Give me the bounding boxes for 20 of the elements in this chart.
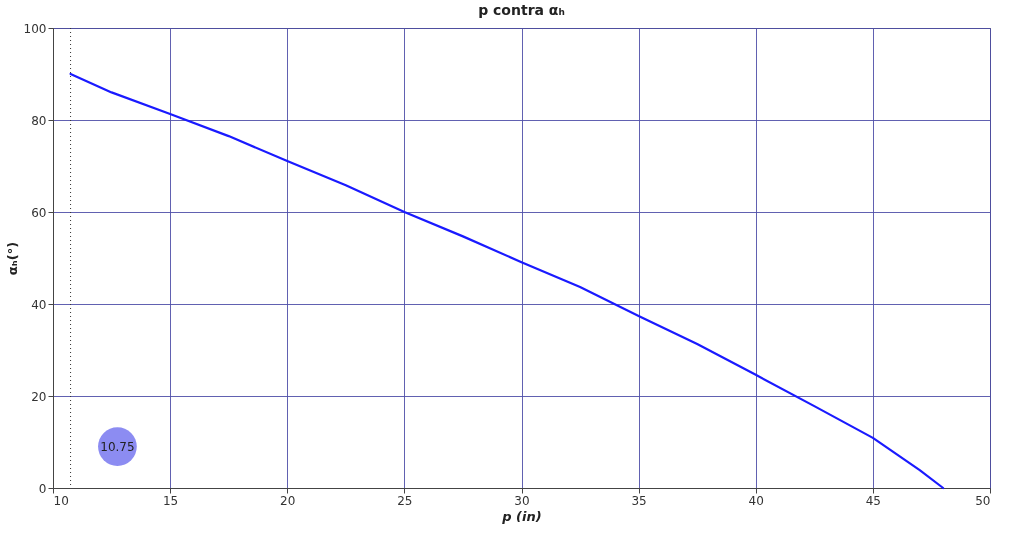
y-tick-label: 0 [38,481,47,496]
x-tick-label: 30 [514,493,530,508]
chart-title: p contra αₕ [478,2,565,18]
y-tick-label: 60 [31,205,47,220]
x-tick-label: 35 [631,493,647,508]
x-tick-label: 10 [53,493,69,508]
y-tick-label: 40 [31,297,47,312]
y-tick-label: 20 [31,389,47,404]
x-axis-title: p (in) [501,508,542,524]
x-tick-label: 50 [975,493,991,508]
line-series [69,72,945,490]
x-tick-label: 25 [397,493,413,508]
y-axis-title: αₕ(°) [4,241,20,276]
x-tick-label: 40 [748,493,764,508]
x-tick-label: 45 [865,493,882,508]
x-tick-label: 15 [162,493,179,508]
x-tick-label: 20 [280,493,296,508]
ref-line-label: 10.75 [100,439,135,454]
y-tick-label: 100 [23,21,47,36]
y-tick-label: 80 [31,113,47,128]
